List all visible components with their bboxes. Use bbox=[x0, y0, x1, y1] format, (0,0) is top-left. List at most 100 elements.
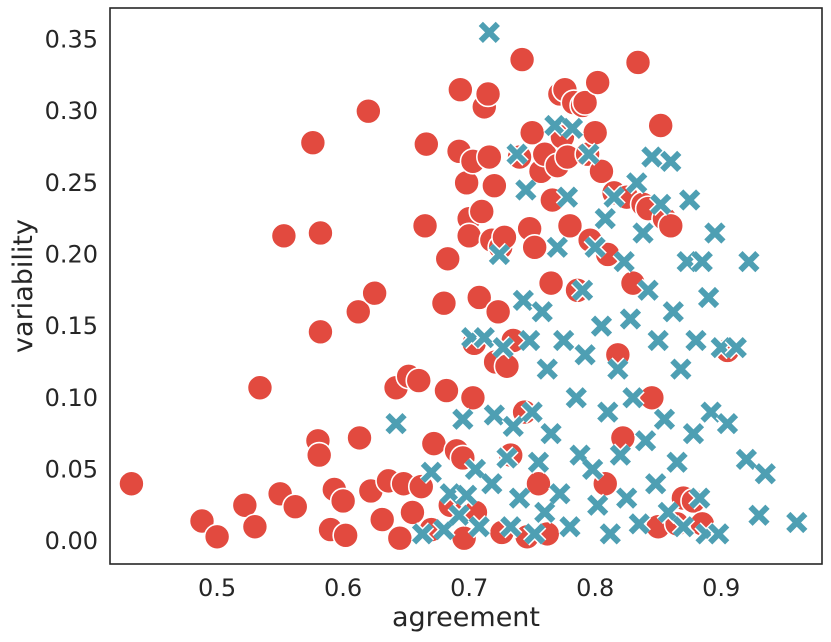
cross-point-49 bbox=[596, 400, 620, 424]
cross-point-67 bbox=[652, 407, 677, 431]
cross-point-51 bbox=[602, 185, 626, 209]
circle-point-29 bbox=[399, 499, 426, 526]
circle-point-30 bbox=[405, 367, 433, 394]
cross-point-13 bbox=[480, 472, 504, 496]
cross-point-2 bbox=[419, 460, 444, 484]
circle-point-56 bbox=[476, 143, 503, 171]
cross-point-52 bbox=[606, 357, 630, 381]
cross-point-68 bbox=[656, 500, 680, 525]
circle-point-23 bbox=[368, 506, 396, 533]
cross-point-89 bbox=[737, 249, 761, 274]
cross-point-35 bbox=[551, 328, 576, 353]
cross-point-75 bbox=[677, 188, 702, 212]
circle-point-33 bbox=[413, 130, 440, 158]
cross-point-37 bbox=[558, 515, 582, 539]
cross-point-39 bbox=[564, 386, 588, 410]
cross-point-44 bbox=[580, 457, 605, 482]
circle-point-18 bbox=[344, 298, 372, 326]
y-tick-label: 0.20 bbox=[45, 240, 98, 268]
circle-point-109 bbox=[657, 212, 685, 240]
cross-point-29 bbox=[533, 500, 557, 525]
cross-point-10 bbox=[467, 515, 491, 539]
cross-point-46 bbox=[586, 493, 610, 517]
y-tick-label: 0.25 bbox=[45, 169, 98, 197]
cross-point-1 bbox=[410, 522, 435, 546]
cross-point-77 bbox=[684, 328, 708, 353]
cross-point-6 bbox=[451, 407, 475, 431]
circle-point-58 bbox=[481, 172, 508, 199]
cross-point-25 bbox=[520, 400, 544, 424]
circle-point-7 bbox=[270, 222, 298, 250]
cross-point-86 bbox=[715, 411, 740, 436]
circle-point-89 bbox=[571, 89, 599, 116]
circle-point-36 bbox=[430, 289, 458, 317]
circle-point-42 bbox=[447, 76, 474, 103]
circle-point-5 bbox=[246, 374, 274, 402]
cross-point-27 bbox=[526, 450, 551, 474]
cross-point-26 bbox=[522, 522, 547, 546]
cross-point-58 bbox=[625, 171, 649, 195]
cross-point-60 bbox=[631, 221, 655, 245]
cross-point-28 bbox=[530, 300, 554, 324]
y-tick-label: 0.00 bbox=[45, 527, 98, 555]
cross-point-79 bbox=[690, 249, 714, 274]
cross-point-66 bbox=[649, 192, 673, 217]
x-tick-labels: 0.5 0.6 0.7 0.8 0.9 bbox=[198, 574, 740, 602]
circle-point-20 bbox=[355, 97, 382, 125]
cross-point-21 bbox=[507, 486, 532, 510]
cross-point-87 bbox=[724, 335, 748, 360]
circle-point-8 bbox=[281, 493, 309, 520]
cross-point-18 bbox=[499, 515, 523, 539]
circle-point-38 bbox=[434, 245, 462, 273]
circle-point-37 bbox=[433, 377, 460, 404]
cross-point-7 bbox=[454, 483, 479, 507]
y-axis-label: variability bbox=[8, 219, 39, 353]
cross-point-17 bbox=[495, 446, 519, 470]
circle-point-105 bbox=[638, 384, 666, 412]
cross-point-34 bbox=[548, 482, 572, 506]
cross-point-9 bbox=[463, 457, 488, 482]
cross-point-57 bbox=[621, 386, 645, 410]
circle-point-11 bbox=[305, 441, 333, 469]
circle-point-13 bbox=[307, 318, 334, 346]
cross-point-83 bbox=[703, 221, 727, 245]
circle-point-93 bbox=[584, 69, 611, 96]
circle-point-52 bbox=[465, 284, 493, 311]
y-tick-label: 0.35 bbox=[45, 26, 98, 54]
circle-point-72 bbox=[518, 119, 546, 146]
circle-point-94 bbox=[588, 158, 615, 185]
cross-point-91 bbox=[753, 462, 777, 486]
x-tick-label: 0.8 bbox=[576, 574, 614, 602]
cross-point-63 bbox=[640, 145, 664, 169]
cross-point-70 bbox=[661, 300, 685, 324]
cross-point-43 bbox=[577, 142, 601, 166]
cross-point-3 bbox=[432, 517, 456, 542]
circle-point-49 bbox=[459, 384, 487, 412]
x-tick-label: 0.9 bbox=[702, 574, 740, 602]
cross-point-15 bbox=[487, 242, 512, 267]
cross-point-84 bbox=[706, 522, 731, 546]
circle-point-55 bbox=[474, 80, 502, 108]
circle-point-0 bbox=[118, 470, 145, 498]
y-tick-label: 0.30 bbox=[45, 97, 98, 125]
cross-point-76 bbox=[681, 421, 706, 446]
circle-point-32 bbox=[411, 212, 439, 240]
cross-point-62 bbox=[636, 278, 660, 302]
cross-point-30 bbox=[535, 357, 559, 381]
cross-point-14 bbox=[482, 403, 507, 427]
circle-point-60 bbox=[484, 298, 512, 326]
circle-point-12 bbox=[307, 219, 334, 247]
cross-point-32 bbox=[543, 113, 567, 138]
cross-point-69 bbox=[659, 149, 683, 174]
cross-point-4 bbox=[438, 482, 462, 506]
y-tick-label: 0.05 bbox=[45, 455, 98, 483]
y-tick-labels: 0.00 0.05 0.10 0.15 0.20 0.25 0.30 0.35 bbox=[45, 26, 98, 556]
circle-point-26 bbox=[386, 524, 414, 552]
cross-point-71 bbox=[665, 450, 689, 474]
cross-point-78 bbox=[688, 486, 712, 510]
cross-point-92 bbox=[785, 510, 809, 535]
x-tick-label: 0.7 bbox=[450, 574, 488, 602]
cross-point-41 bbox=[570, 278, 595, 302]
circle-point-9 bbox=[299, 129, 327, 157]
circle-point-17 bbox=[332, 522, 359, 549]
